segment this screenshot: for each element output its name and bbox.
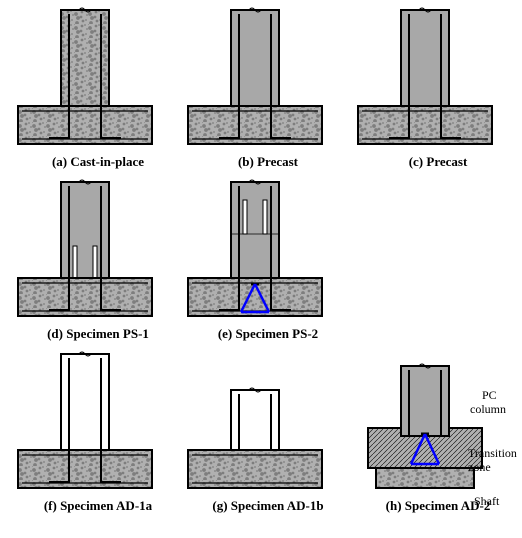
ad2-label-4: Shaft	[474, 494, 499, 509]
ad2-label-0: PC	[482, 388, 497, 403]
caption-g: (g) Specimen AD-1b	[188, 498, 348, 514]
caption-e: (e) Specimen PS-2	[188, 326, 348, 342]
panel-g	[188, 388, 322, 488]
ad2-label-1: column	[470, 402, 506, 417]
panel-d	[18, 180, 152, 316]
caption-f: (f) Specimen AD-1a	[18, 498, 178, 514]
panel-f	[18, 352, 152, 488]
panel-c	[358, 8, 492, 144]
panel-a	[18, 8, 152, 144]
caption-a: (a) Cast-in-place	[18, 154, 178, 170]
caption-d: (d) Specimen PS-1	[18, 326, 178, 342]
panel-h	[368, 364, 482, 488]
ad2-label-3: zone	[468, 460, 491, 475]
ad2-label-2: Transition	[468, 446, 517, 461]
panel-b	[188, 8, 322, 144]
caption-b: (b) Precast	[188, 154, 348, 170]
figure-grid: { "layout":{ "cell_w":160,"cell_h":172, …	[0, 0, 522, 538]
diagram-svg	[0, 0, 522, 538]
caption-c: (c) Precast	[358, 154, 518, 170]
panel-e	[188, 180, 322, 316]
